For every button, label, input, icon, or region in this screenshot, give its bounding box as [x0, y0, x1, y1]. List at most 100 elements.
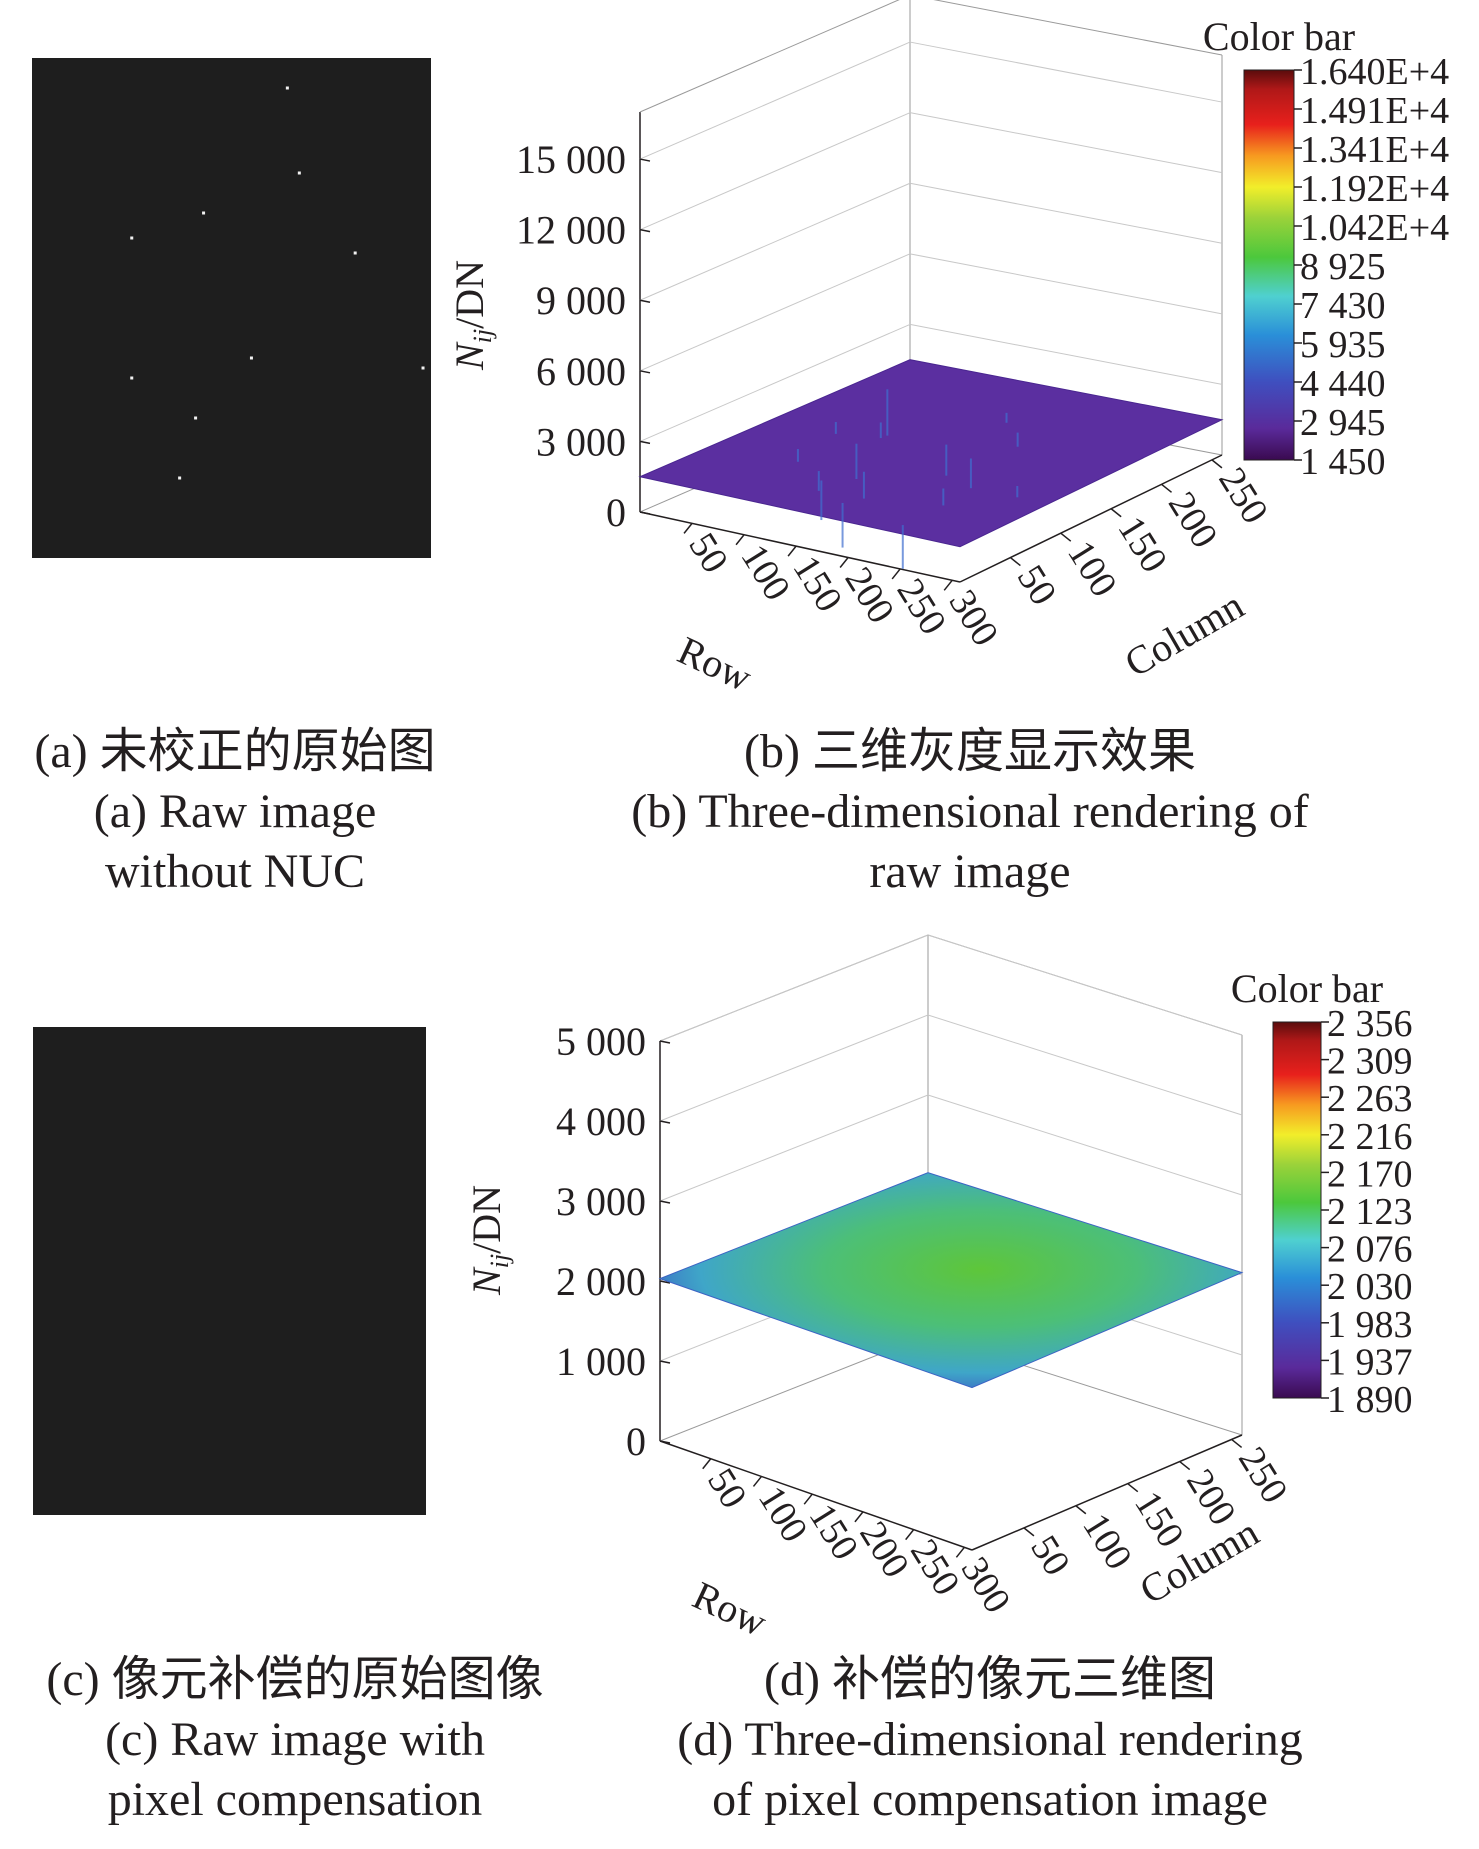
caption-b-en-line2: raw image: [869, 845, 1071, 898]
row-axis-line: [659, 1440, 973, 1551]
column-tick-label: 150: [1110, 509, 1176, 580]
top-edge-left: [639, 0, 900, 113]
z-tick-label: 5 000: [556, 1019, 646, 1064]
z-tick-label: 0: [606, 490, 626, 535]
caption-a-en-line1: (a) Raw image: [93, 785, 377, 838]
hot-pixel: [130, 376, 134, 380]
colorbar-label: 4 440: [1300, 363, 1386, 405]
z-tick-label: 6 000: [536, 349, 626, 394]
column-tick-label: 250: [1230, 1440, 1296, 1511]
row-axis-label: Row: [686, 1572, 774, 1645]
grid-line: [909, 323, 1223, 385]
colorbar-label: 1.341E+4: [1300, 129, 1449, 171]
z-tick: [659, 1280, 671, 1284]
colorbar-label: 2 263: [1327, 1078, 1413, 1120]
colorbar-label: 2 216: [1327, 1116, 1413, 1158]
hot-pixel: [194, 416, 198, 420]
row-tick: [787, 545, 797, 557]
z-tick: [639, 299, 651, 303]
row-tick: [752, 1475, 763, 1487]
row-tick-label: 300: [953, 1550, 1019, 1621]
z-tick-label: 12 000: [516, 208, 626, 253]
row-tick: [803, 1493, 813, 1505]
z-axis-label: Nij/DN: [464, 1185, 514, 1296]
z-tick: [659, 1200, 671, 1204]
row-tick-label: 100: [750, 1479, 816, 1550]
row-axis-line: [639, 511, 961, 583]
grid-line: [909, 182, 1223, 244]
z-tick-label: 0: [626, 1419, 646, 1464]
caption-d-en-line1: (d) Three-dimensional rendering: [677, 1713, 1303, 1766]
colorbar-label: 7 430: [1300, 285, 1386, 327]
z-tick: [639, 228, 651, 233]
row-tick-label: 300: [941, 583, 1007, 654]
hot-pixel: [202, 211, 206, 215]
row-tick: [891, 568, 901, 580]
grid-line: [639, 112, 911, 231]
grid-line: [927, 934, 1243, 1036]
colorbar-title: Color bar: [1203, 14, 1355, 59]
colorbar-label: 2 309: [1327, 1041, 1413, 1083]
row-tick: [955, 1546, 965, 1558]
row-tick: [943, 579, 953, 591]
z-tick: [659, 1440, 671, 1444]
column-tick-label: 250: [1210, 460, 1276, 531]
z-tick-label: 15 000: [516, 137, 626, 182]
row-tick-label: 50: [680, 526, 736, 580]
caption-a-en-line2: without NUC: [104, 845, 365, 898]
z-tick-label: 3 000: [556, 1179, 646, 1224]
raw-image: [32, 58, 431, 558]
grid-line: [639, 182, 911, 301]
colorbar-label: 2 030: [1327, 1266, 1413, 1308]
row-tick-label: 250: [902, 1532, 968, 1603]
caption-b-zh: (b) 三维灰度显示效果: [744, 725, 1196, 778]
caption-c: (c) 像元补偿的原始图像 (c) Raw image with pixel c…: [0, 1650, 590, 1830]
column-tick-label: 100: [1074, 1506, 1140, 1577]
column-tick-label: 100: [1059, 534, 1125, 605]
caption-b-en-line1: (b) Three-dimensional rendering of: [631, 785, 1309, 838]
column-tick: [1009, 556, 1021, 567]
top-edge-right: [933, 0, 1223, 56]
colorbar-label: 2 170: [1327, 1153, 1413, 1195]
row-tick: [683, 522, 693, 534]
colorbar-label: 1.042E+4: [1300, 207, 1449, 249]
colorbar-label: 2 356: [1327, 1003, 1413, 1045]
z-tick-label: 1 000: [556, 1339, 646, 1384]
colorbar-label: 5 935: [1300, 324, 1386, 366]
column-axis-label: Column: [1117, 582, 1251, 685]
colorbar-label: 2 123: [1327, 1191, 1413, 1233]
grid-line: [909, 41, 1223, 103]
colorbar: [1272, 1021, 1322, 1399]
row-tick-label: 200: [851, 1514, 917, 1585]
row-tick-label: 150: [801, 1497, 867, 1568]
column-tick: [1110, 508, 1122, 518]
column-tick: [1060, 532, 1072, 542]
z-tick: [639, 440, 651, 445]
grid-line: [639, 253, 911, 372]
caption-c-en-line1: (c) Raw image with: [105, 1713, 485, 1766]
colorbar-label: 1.640E+4: [1300, 51, 1449, 93]
row-tick-label: 50: [699, 1461, 755, 1515]
z-tick-label: 4 000: [556, 1099, 646, 1144]
column-tick: [1075, 1505, 1087, 1515]
caption-d: (d) 补偿的像元三维图 (d) Three-dimensional rende…: [600, 1650, 1380, 1830]
colorbar-label: 1 983: [1327, 1304, 1413, 1346]
colorbar-label: 1 450: [1300, 441, 1386, 483]
colorbar-label: 2 076: [1327, 1229, 1413, 1271]
row-tick: [839, 557, 849, 568]
caption-a-zh: (a) 未校正的原始图: [34, 725, 436, 778]
hot-pixel: [178, 476, 182, 480]
column-axis-line: [971, 1434, 1243, 1551]
colorbar-label: 1.491E+4: [1300, 90, 1449, 132]
hot-pixel: [297, 171, 301, 175]
grid-line: [659, 1094, 929, 1202]
z-tick: [639, 158, 651, 162]
column-tick: [1179, 1460, 1191, 1471]
row-axis-label: Row: [671, 627, 759, 700]
caption-d-zh: (d) 补偿的像元三维图: [764, 1653, 1216, 1706]
column-tick: [1023, 1527, 1035, 1537]
row-tick: [702, 1458, 712, 1470]
z-tick-label: 3 000: [536, 419, 626, 464]
column-tick-label: 50: [1022, 1528, 1078, 1582]
